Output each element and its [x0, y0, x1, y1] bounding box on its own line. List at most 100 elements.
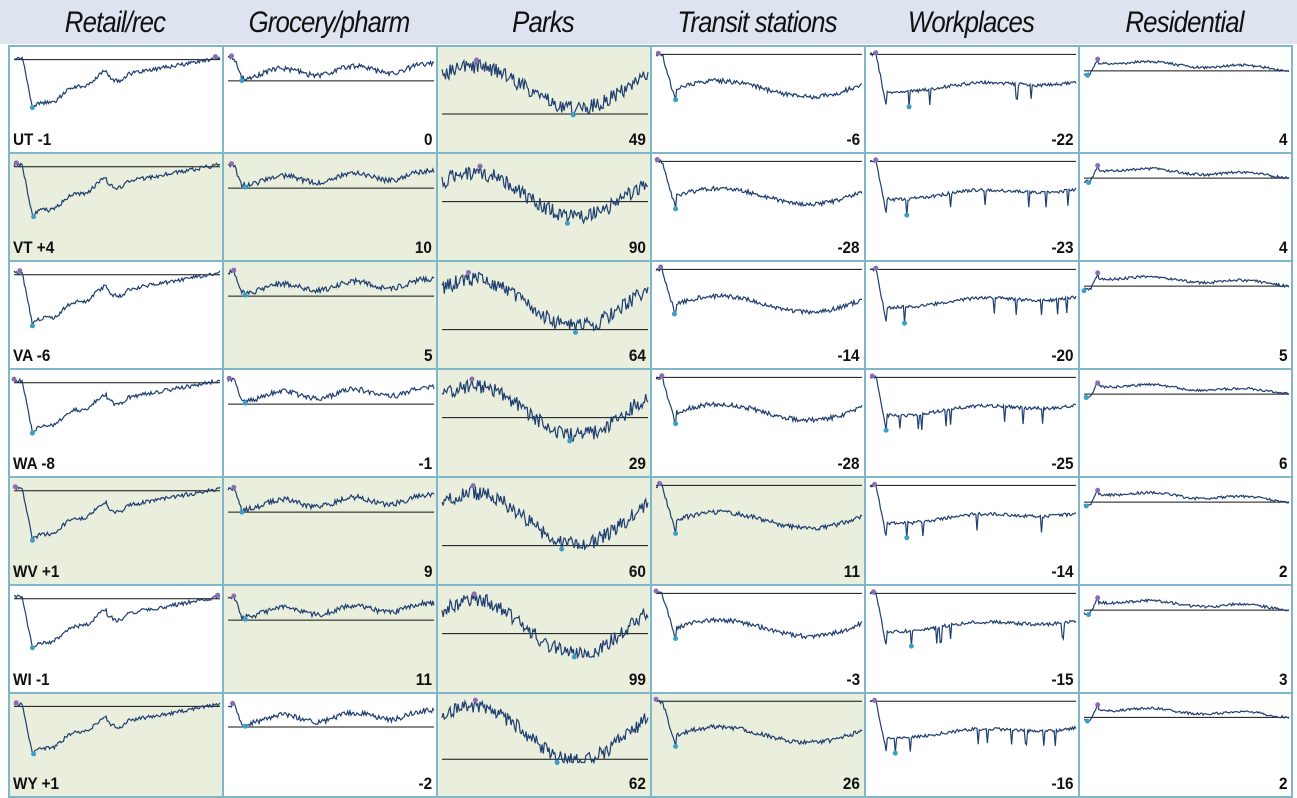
state-label: WI -1 — [13, 670, 50, 689]
min-marker — [673, 206, 679, 212]
value-label: 5 — [1278, 346, 1287, 365]
max-marker — [470, 483, 476, 489]
series-line — [869, 374, 1077, 431]
sparkline-cell: 26 — [650, 692, 866, 798]
sparkline-svg — [227, 267, 435, 298]
value-label: -20 — [1051, 346, 1074, 365]
series-line — [1083, 272, 1290, 291]
column-header: Parks — [512, 6, 575, 39]
value-label: 60 — [628, 562, 646, 581]
sparkline-svg — [869, 373, 1077, 433]
sparkline-cell: -16 — [864, 692, 1080, 798]
sparkline-svg — [870, 157, 1077, 218]
sparkline-svg — [1083, 380, 1290, 400]
min-marker — [242, 723, 248, 729]
min-marker — [242, 400, 248, 406]
min-marker — [906, 104, 912, 110]
sparkline-cell: 11 — [650, 476, 866, 586]
sparkline-cell: WV +1 — [8, 476, 224, 586]
series-line — [441, 484, 649, 551]
sparkline-svg — [228, 700, 435, 729]
value-label: 9 — [423, 562, 432, 581]
sparkline-cell: VT +4 — [8, 152, 224, 262]
sparkline-svg — [655, 480, 863, 536]
series-line — [227, 594, 435, 621]
value-label: -16 — [1051, 774, 1074, 793]
value-label: 5 — [423, 346, 432, 365]
column-header: Transit stations — [677, 6, 837, 39]
value-label: -2 — [418, 774, 432, 793]
value-label: -1 — [418, 454, 432, 473]
state-label: VA -6 — [13, 346, 51, 365]
value-label: -28 — [837, 238, 860, 257]
sparkline-svg — [441, 591, 649, 660]
sparkline-svg — [869, 265, 1077, 326]
sparkline-cell: -28 — [650, 368, 866, 478]
min-marker — [29, 323, 35, 329]
sparkline-svg — [13, 592, 221, 651]
value-label: 2 — [1278, 562, 1287, 581]
series-line — [227, 162, 435, 189]
sparkline-cell: UT -1 — [8, 45, 224, 154]
min-marker — [239, 509, 245, 515]
max-marker — [658, 264, 664, 270]
max-marker — [1095, 487, 1101, 493]
min-marker — [1083, 395, 1089, 400]
max-marker — [1095, 163, 1101, 168]
sparkline-svg — [653, 588, 863, 641]
value-label: 4 — [1278, 130, 1287, 149]
value-label: 11 — [415, 670, 432, 689]
sparkline-svg — [13, 268, 221, 329]
sparkline-cell: -20 — [864, 260, 1080, 370]
sparkline-svg — [13, 160, 221, 220]
value-label: 4 — [1278, 238, 1287, 257]
value-label: -14 — [837, 346, 860, 365]
sparkline-cell: -22 — [864, 45, 1080, 154]
sparkline-svg — [12, 484, 221, 543]
sparkline-cell: -2 — [222, 692, 438, 798]
value-label: -23 — [1051, 238, 1074, 257]
max-marker — [872, 697, 878, 703]
series-line — [655, 482, 863, 534]
max-marker — [869, 373, 875, 379]
min-marker — [1081, 288, 1087, 294]
column-header: Residential — [1125, 6, 1244, 39]
min-marker — [671, 311, 677, 317]
sparkline-svg — [1083, 163, 1290, 186]
min-marker — [673, 421, 679, 427]
min-marker — [554, 760, 560, 765]
max-marker — [871, 589, 876, 595]
sparkline-cell: 9 — [222, 476, 438, 586]
min-marker — [904, 212, 910, 218]
value-label: 26 — [842, 774, 860, 793]
sparkline-cell: -6 — [650, 45, 866, 154]
sparkline-svg — [441, 270, 649, 335]
series-line — [13, 162, 221, 218]
min-marker — [902, 320, 907, 326]
series-line — [1083, 596, 1290, 616]
sparkline-cell: 3 — [1078, 584, 1293, 694]
min-marker — [573, 329, 578, 335]
max-marker — [1095, 380, 1101, 386]
state-label: WA -8 — [13, 454, 55, 473]
min-marker — [904, 535, 910, 541]
max-marker — [873, 265, 879, 271]
sparkline-cell: 4 — [1078, 45, 1293, 154]
state-label: VT +4 — [13, 238, 55, 257]
min-marker — [242, 292, 248, 298]
sparkline-svg — [441, 57, 649, 118]
value-label: 64 — [628, 346, 646, 365]
sparkline-cell: 62 — [436, 692, 652, 798]
min-marker — [673, 531, 679, 536]
sparkline-svg — [441, 697, 649, 765]
state-label: UT -1 — [13, 130, 52, 149]
max-marker — [229, 161, 234, 167]
series-line — [13, 55, 221, 109]
value-label: 29 — [628, 454, 646, 473]
sparkline-cell: 10 — [222, 152, 438, 262]
series-line — [869, 267, 1077, 324]
min-marker — [559, 546, 565, 552]
min-marker — [242, 616, 248, 622]
sparkline-cell: -25 — [864, 368, 1080, 478]
